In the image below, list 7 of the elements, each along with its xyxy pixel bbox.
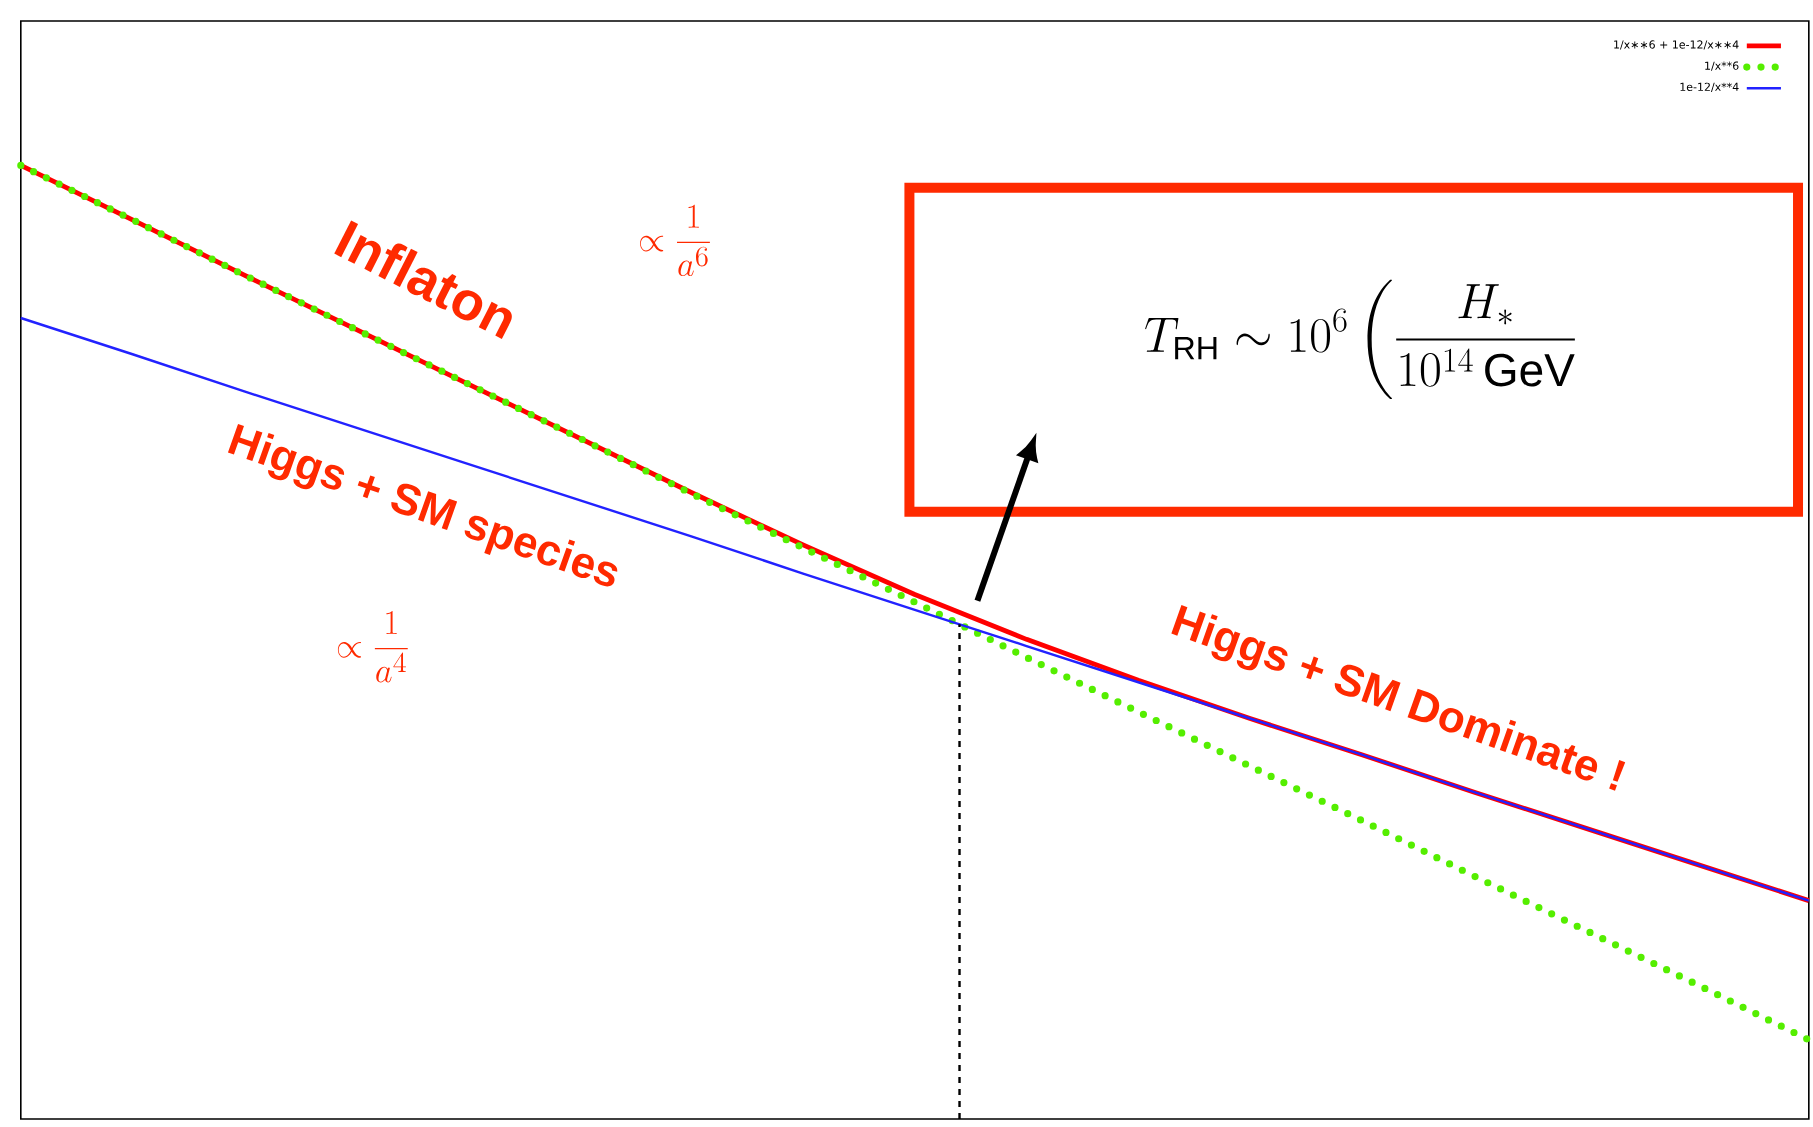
annotation: Higgs + SM species (227, 423, 618, 587)
legend-label: 1/x∗∗6 + 1e-12/x∗∗4 (1614, 40, 1739, 50)
legend-label: 1e-12/x**4 (1680, 82, 1739, 92)
annotation: $T_{\mathrm{RH}} \sim 10^{6} \left( \frac{H_{*}}{10^{14}\,\mathrm{GeV}} \right.$ (1145, 279, 1575, 400)
annotation: $\propto \frac{1}{a^{4}}$ (337, 611, 408, 683)
annotation: $\propto \frac{1}{a^{6}}$ (640, 204, 710, 277)
legend-label: 1/x**6 (1705, 61, 1739, 71)
